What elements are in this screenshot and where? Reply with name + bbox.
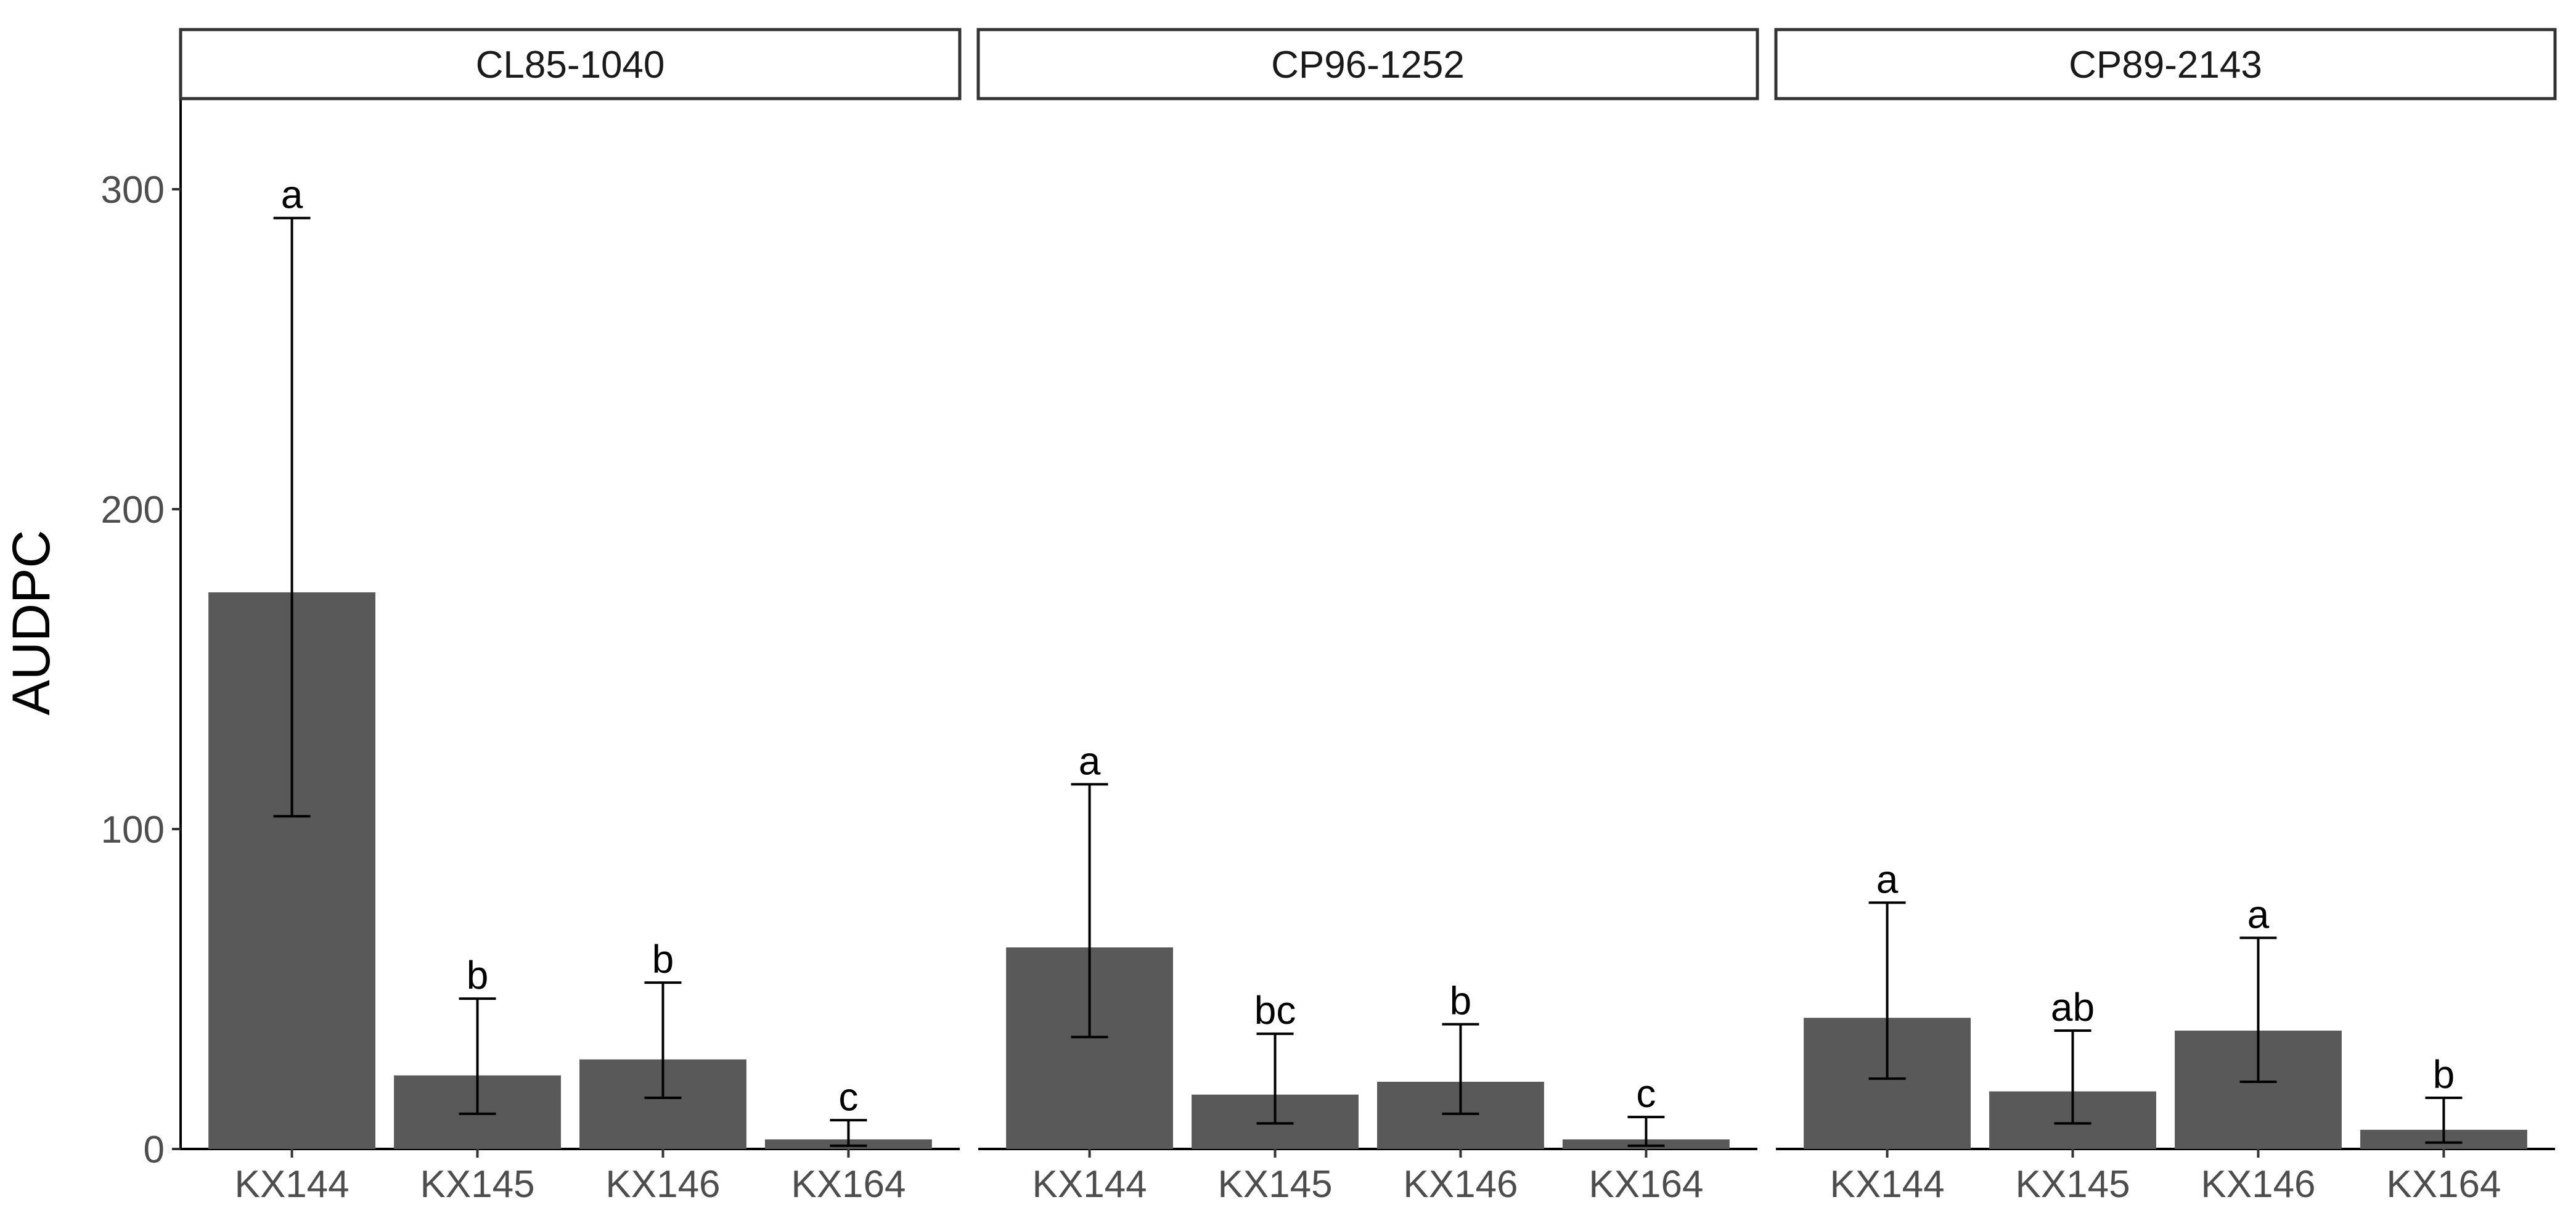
x-tick-label: KX164 xyxy=(791,1163,906,1206)
x-tick-label: KX146 xyxy=(1403,1163,1518,1206)
y-axis-title: AUDPC xyxy=(2,529,61,715)
significance-letter: ab xyxy=(2051,985,2095,1029)
x-tick-label: KX145 xyxy=(420,1163,534,1206)
significance-letter: b xyxy=(1450,979,1472,1023)
significance-letter: b xyxy=(652,937,674,981)
y-tick-label: 0 xyxy=(144,1129,165,1171)
facet-strip-label: CP96-1252 xyxy=(1271,44,1465,86)
x-tick-label: KX145 xyxy=(1217,1163,1332,1206)
significance-letter: b xyxy=(2433,1052,2455,1097)
y-tick-label: 100 xyxy=(101,809,165,851)
significance-letter: a xyxy=(1876,857,1899,901)
facet-strip-label: CP89-2143 xyxy=(2069,44,2262,86)
x-tick-label: KX146 xyxy=(2201,1163,2315,1206)
significance-letter: a xyxy=(2247,892,2270,936)
x-tick-label: KX145 xyxy=(2015,1163,2130,1206)
significance-letter: c xyxy=(1636,1071,1656,1116)
significance-letter: bc xyxy=(1254,988,1296,1032)
x-tick-label: KX164 xyxy=(2386,1163,2501,1206)
significance-letter: a xyxy=(1079,738,1101,783)
significance-letter: c xyxy=(838,1074,858,1119)
facet-strip xyxy=(179,28,962,100)
facet-strip xyxy=(1774,28,2557,100)
facet-strip-label: CL85-1040 xyxy=(476,44,665,86)
y-tick-label: 300 xyxy=(101,169,165,211)
x-tick-label: KX146 xyxy=(605,1163,720,1206)
x-tick-label: KX164 xyxy=(1589,1163,1703,1206)
significance-letter: b xyxy=(467,953,489,997)
x-tick-label: KX144 xyxy=(1830,1163,1944,1206)
significance-letter: a xyxy=(281,173,303,217)
y-tick-label: 200 xyxy=(101,489,165,531)
x-tick-label: KX144 xyxy=(234,1163,349,1206)
facet-strip xyxy=(976,28,1759,100)
x-tick-label: KX144 xyxy=(1032,1163,1147,1206)
